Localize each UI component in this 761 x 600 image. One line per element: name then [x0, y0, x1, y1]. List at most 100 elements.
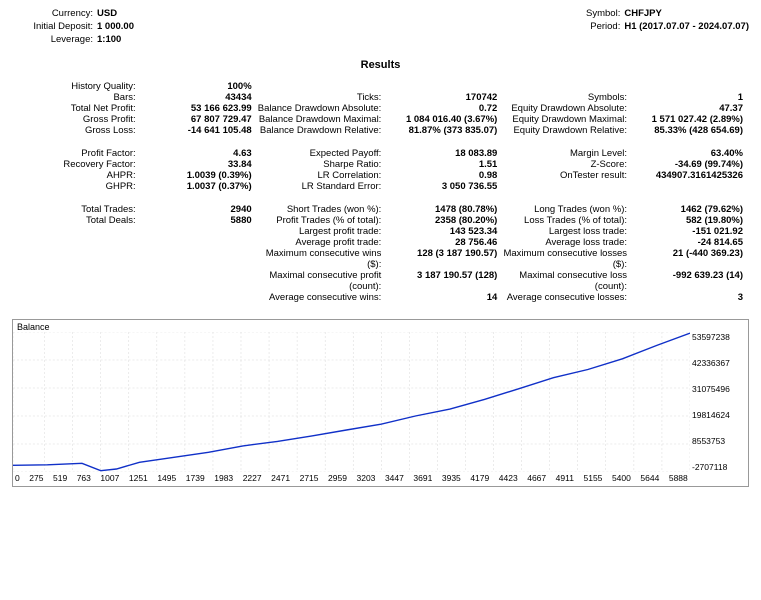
- stat-label: Equity Drawdown Absolute:: [503, 103, 633, 114]
- stat-value: -24 814.65: [633, 237, 749, 248]
- stat-cell: Z-Score:-34.69 (99.74%): [503, 159, 749, 170]
- x-tick: 275: [29, 473, 43, 486]
- stat-cell: Balance Drawdown Absolute:0.72: [258, 103, 504, 114]
- stat-label: Largest loss trade:: [503, 226, 633, 237]
- x-tick: 5888: [669, 473, 688, 486]
- chart-x-axis: 0275519763100712511495173919832227247127…: [13, 473, 690, 486]
- results-title: Results: [12, 59, 749, 71]
- stat-label: Gross Profit:: [12, 114, 142, 125]
- stat-value: 128 (3 187 190.57): [387, 248, 503, 270]
- stat-value: 63.40%: [633, 148, 749, 159]
- stat-cell: OnTester result:434907.3161425326: [503, 170, 749, 181]
- stat-value: 4.63: [142, 148, 258, 159]
- stat-label: Profit Factor:: [12, 148, 142, 159]
- stat-value: 3: [633, 292, 749, 303]
- x-tick: 2715: [300, 473, 319, 486]
- x-tick: 1251: [129, 473, 148, 486]
- stat-label: Ticks:: [258, 92, 388, 103]
- stat-value: 170742: [387, 92, 503, 103]
- stat-value: 100%: [142, 81, 258, 92]
- stat-label: [12, 237, 142, 248]
- x-tick: 0: [15, 473, 20, 486]
- header-label: Initial Deposit:: [12, 21, 97, 32]
- stat-cell: GHPR:1.0037 (0.37%): [12, 181, 258, 192]
- stat-value: 43434: [142, 92, 258, 103]
- header-label: Leverage:: [12, 34, 97, 45]
- stat-value: 67 807 729.47: [142, 114, 258, 125]
- x-tick: 1739: [186, 473, 205, 486]
- stat-label: Loss Trades (% of total):: [503, 215, 633, 226]
- header-right: Symbol:CHFJPY Period:H1 (2017.07.07 - 202…: [539, 8, 749, 47]
- chart-title: Balance: [17, 322, 50, 332]
- stat-value: 28 756.46: [387, 237, 503, 248]
- stat-label: Symbols:: [503, 92, 633, 103]
- stat-cell: Average profit trade:28 756.46: [258, 237, 504, 248]
- header-value: 1:100: [97, 34, 121, 45]
- stat-cell: Maximum consecutive losses ($):21 (-440 …: [503, 248, 749, 270]
- stat-cell: AHPR:1.0039 (0.39%): [12, 170, 258, 181]
- stat-label: Equity Drawdown Maximal:: [503, 114, 633, 125]
- stat-label: [503, 81, 633, 92]
- stat-value: 33.84: [142, 159, 258, 170]
- stat-cell: Sharpe Ratio:1.51: [258, 159, 504, 170]
- stat-cell: Maximal consecutive loss (count):-992 63…: [503, 270, 749, 292]
- stat-cell: Maximum consecutive wins ($):128 (3 187 …: [258, 248, 504, 270]
- header-row: Period:H1 (2017.07.07 - 2024.07.07): [539, 21, 749, 32]
- stat-value: 1 571 027.42 (2.89%): [633, 114, 749, 125]
- stat-label: Long Trades (won %):: [503, 204, 633, 215]
- y-tick: 31075496: [692, 384, 746, 394]
- stat-label: Short Trades (won %):: [258, 204, 388, 215]
- stat-cell: Largest loss trade:-151 021.92: [503, 226, 749, 237]
- stat-value: [387, 81, 503, 92]
- stat-label: Average loss trade:: [503, 237, 633, 248]
- header: Currency:USDInitial Deposit:1 000.00Leve…: [12, 8, 749, 47]
- stat-label: [12, 248, 142, 270]
- header-value: CHFJPY: [624, 8, 661, 19]
- x-tick: 4179: [470, 473, 489, 486]
- stat-label: Recovery Factor:: [12, 159, 142, 170]
- header-label: Symbol:: [539, 8, 624, 19]
- stat-label: Margin Level:: [503, 148, 633, 159]
- stat-label: GHPR:: [12, 181, 142, 192]
- stat-label: Maximal consecutive profit (count):: [258, 270, 388, 292]
- x-tick: 519: [53, 473, 67, 486]
- header-value: H1 (2017.07.07 - 2024.07.07): [624, 21, 749, 32]
- stat-label: Equity Drawdown Relative:: [503, 125, 633, 136]
- stat-value: 1478 (80.78%): [387, 204, 503, 215]
- stat-value: 47.37: [633, 103, 749, 114]
- stat-cell: [258, 81, 504, 92]
- stats-gap: [12, 136, 749, 148]
- x-tick: 3203: [357, 473, 376, 486]
- stat-label: [12, 292, 142, 303]
- stat-label: [12, 270, 142, 292]
- x-tick: 2959: [328, 473, 347, 486]
- stat-cell: Gross Profit:67 807 729.47: [12, 114, 258, 125]
- stat-cell: [12, 237, 258, 248]
- stat-label: Total Trades:: [12, 204, 142, 215]
- stat-value: 85.33% (428 654.69): [633, 125, 749, 136]
- header-value: USD: [97, 8, 117, 19]
- stat-value: -151 021.92: [633, 226, 749, 237]
- x-tick: 4911: [556, 473, 574, 486]
- stat-cell: Gross Loss:-14 641 105.48: [12, 125, 258, 136]
- stat-value: [142, 226, 258, 237]
- stat-value: [633, 181, 749, 192]
- x-tick: 4667: [527, 473, 546, 486]
- stat-label: Average profit trade:: [258, 237, 388, 248]
- stat-cell: [12, 292, 258, 303]
- stat-label: OnTester result:: [503, 170, 633, 181]
- stat-cell: Average loss trade:-24 814.65: [503, 237, 749, 248]
- stat-value: 0.98: [387, 170, 503, 181]
- stat-cell: Maximal consecutive profit (count):3 187…: [258, 270, 504, 292]
- stat-cell: Average consecutive wins:14: [258, 292, 504, 303]
- stat-value: 3 050 736.55: [387, 181, 503, 192]
- stat-cell: Loss Trades (% of total):582 (19.80%): [503, 215, 749, 226]
- y-tick: 19814624: [692, 410, 746, 420]
- stat-cell: Long Trades (won %):1462 (79.62%): [503, 204, 749, 215]
- stat-cell: Balance Drawdown Maximal:1 084 016.40 (3…: [258, 114, 504, 125]
- header-row: Symbol:CHFJPY: [539, 8, 749, 19]
- balance-chart: Balance 53597238423363673107549619814624…: [12, 319, 749, 487]
- stat-label: Profit Trades (% of total):: [258, 215, 388, 226]
- header-label: Currency:: [12, 8, 97, 19]
- stat-value: 2358 (80.20%): [387, 215, 503, 226]
